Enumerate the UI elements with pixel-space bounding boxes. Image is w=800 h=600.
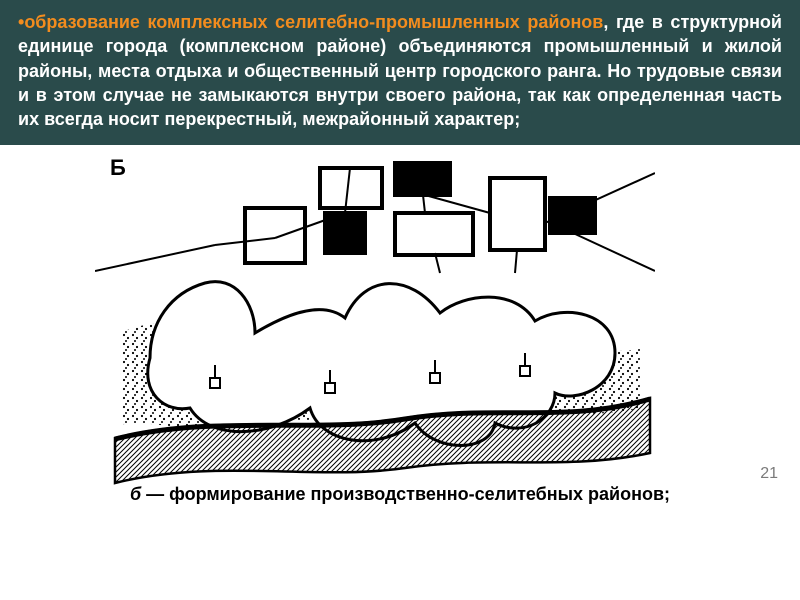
connector-line xyxy=(573,233,655,271)
lead-phrase: образование комплексных селитебно-промыш… xyxy=(24,12,603,32)
connector-line xyxy=(95,245,215,271)
connector-line xyxy=(515,250,517,273)
caption-text: — формирование производственно-селитебны… xyxy=(141,484,670,504)
connector-line xyxy=(425,195,490,213)
industrial-block xyxy=(490,178,545,250)
caption-letter: б xyxy=(130,484,141,504)
urban-plan-diagram: Б xyxy=(95,153,655,493)
industrial-block xyxy=(320,168,382,208)
figure-caption: б — формирование производственно-селитеб… xyxy=(0,484,800,505)
industrial-block xyxy=(395,213,473,255)
panel-letter: Б xyxy=(110,155,126,180)
intro-paragraph: •образование комплексных селитебно-промы… xyxy=(0,0,800,145)
connector-line xyxy=(423,195,425,213)
industrial-blocks xyxy=(245,163,595,263)
center-marker xyxy=(430,373,440,383)
center-marker xyxy=(210,378,220,388)
center-marker xyxy=(325,383,335,393)
figure-area: Б 21 б — формирование производственно-се… xyxy=(0,145,800,515)
center-marker xyxy=(520,366,530,376)
industrial-block xyxy=(245,208,305,263)
page-number: 21 xyxy=(760,465,778,483)
industrial-block xyxy=(395,163,450,195)
